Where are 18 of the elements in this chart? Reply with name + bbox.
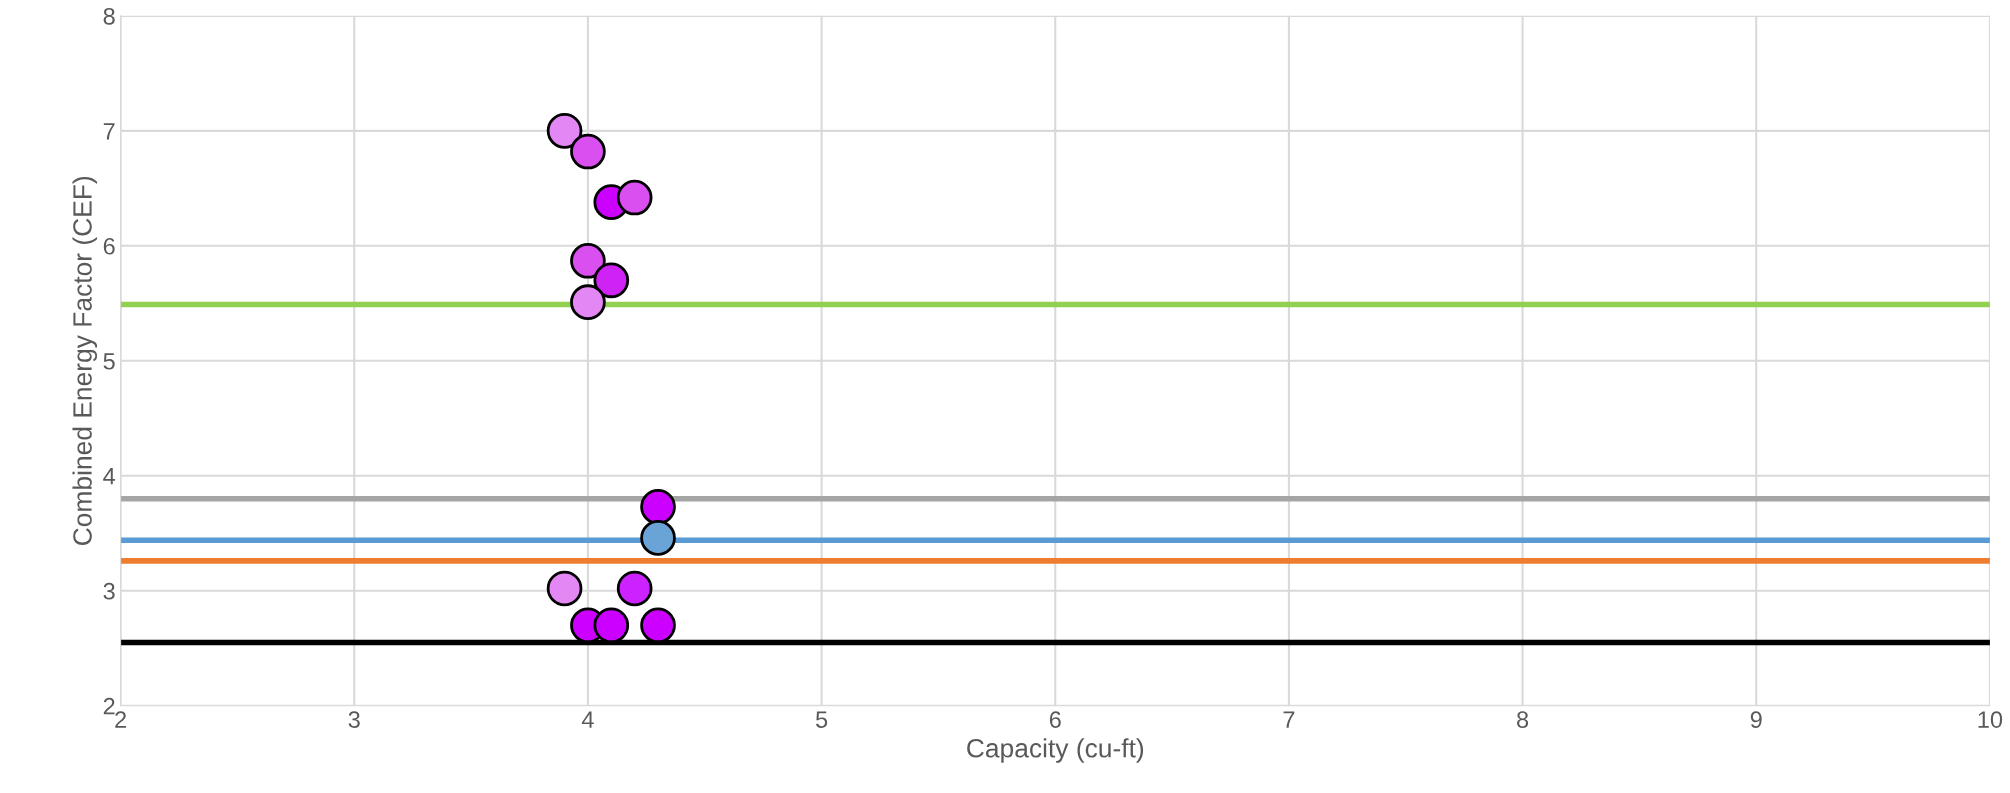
x-tick-label: 5 bbox=[815, 711, 828, 728]
y-tick-label: 6 bbox=[103, 237, 115, 255]
y-tick-label: 7 bbox=[103, 123, 115, 140]
x-axis-title: Capacity (cu-ft) bbox=[967, 738, 1144, 763]
y-tick-label: 3 bbox=[103, 582, 115, 600]
y-tick-label: 5 bbox=[103, 353, 115, 370]
y-tick-label: 8 bbox=[103, 7, 115, 25]
x-tick-label: 2 bbox=[115, 711, 126, 728]
y-axis-title: Combined Energy Factor (CEF) bbox=[72, 176, 98, 545]
x-tick-label: 10 bbox=[1978, 711, 2003, 728]
x-tick-label: 4 bbox=[581, 711, 594, 728]
x-tick-label: 9 bbox=[1750, 711, 1762, 728]
x-tick-label: 8 bbox=[1517, 711, 1529, 728]
x-tick-label: 3 bbox=[348, 711, 360, 728]
y-tick-label: 4 bbox=[103, 468, 116, 485]
x-tick-label: 7 bbox=[1283, 711, 1295, 728]
y-tick-label: 2 bbox=[103, 697, 115, 715]
x-tick-label: 6 bbox=[1049, 711, 1061, 728]
